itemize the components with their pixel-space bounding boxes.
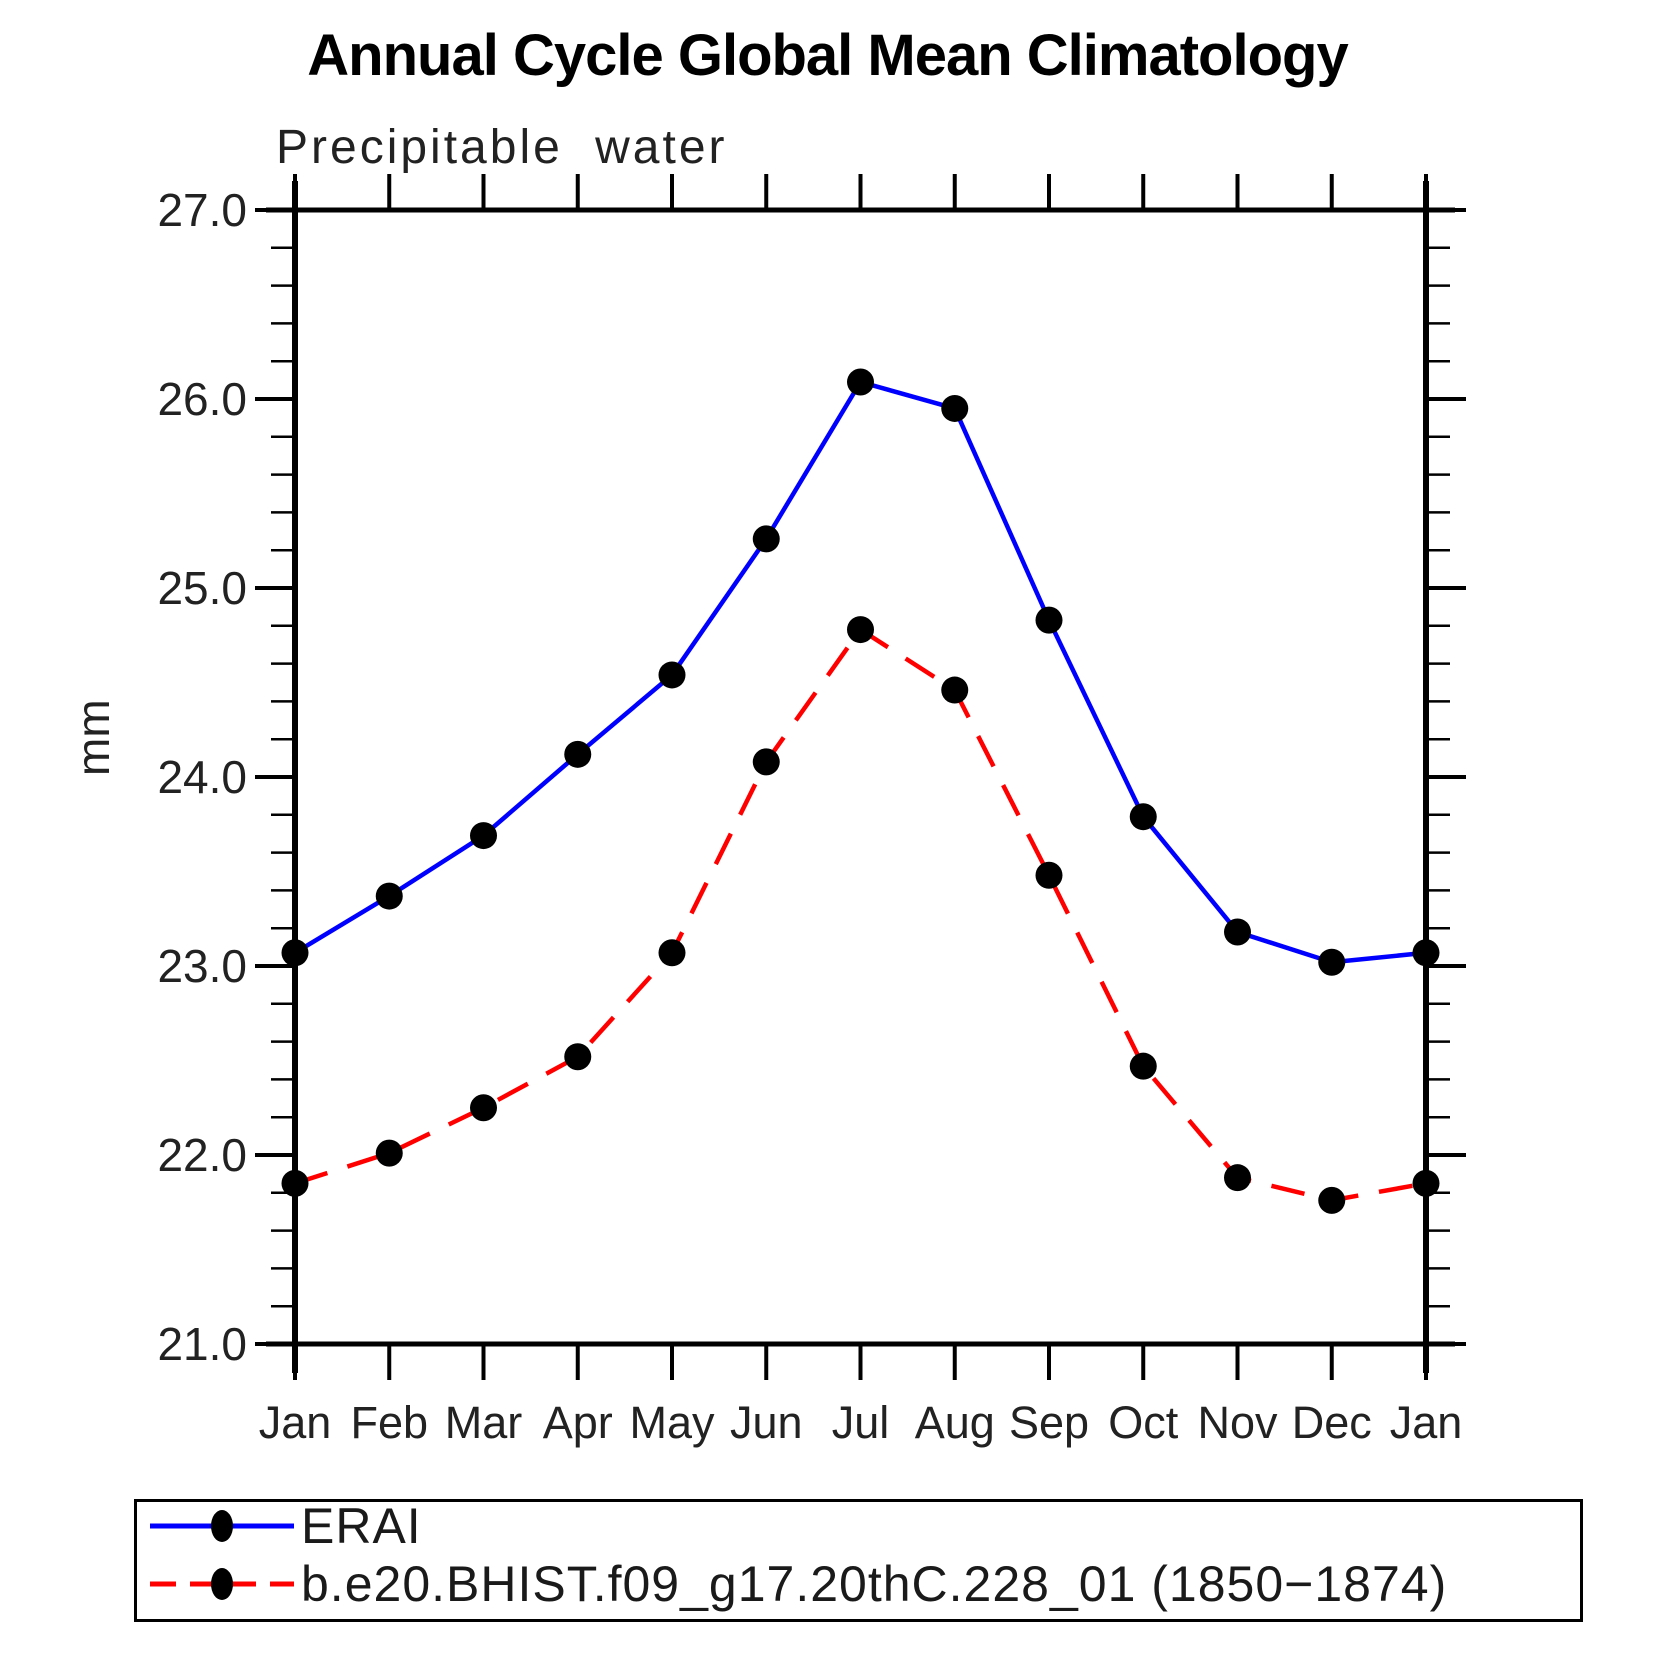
data-point-marker	[1224, 1164, 1251, 1192]
chart-subtitle: Precipitable water	[276, 121, 728, 174]
data-point-marker	[281, 1169, 309, 1197]
data-point-marker	[847, 368, 874, 396]
data-point-marker	[941, 394, 969, 422]
data-point-marker	[1035, 861, 1063, 889]
data-point-marker	[1318, 948, 1346, 976]
data-point-marker	[1412, 1169, 1440, 1197]
page-title: Annual Cycle Global Mean Climatology	[307, 23, 1348, 88]
legend-swatch-model	[150, 1568, 294, 1600]
legend-swatch-erai	[150, 1510, 294, 1542]
data-point-marker	[470, 1094, 497, 1122]
legend-entry-erai: ERAI	[147, 1498, 422, 1554]
data-point-marker	[1224, 918, 1251, 946]
data-point-marker	[752, 525, 780, 553]
y-axis-tick-label: 27.0	[157, 184, 247, 236]
data-point-marker	[1129, 803, 1157, 831]
y-axis-tick-label: 21.0	[157, 1318, 247, 1370]
data-point-marker	[375, 882, 403, 910]
data-point-marker	[752, 748, 780, 776]
data-point-marker	[941, 676, 969, 704]
x-axis-tick-label: Feb	[350, 1397, 428, 1448]
x-axis-tick-label: Jan	[259, 1397, 332, 1448]
x-axis-tick-label: Oct	[1108, 1397, 1179, 1448]
data-point-marker	[847, 616, 874, 644]
data-point-marker	[375, 1139, 403, 1167]
x-axis-tick-label: May	[629, 1397, 715, 1448]
legend-entry-model: b.e20.BHIST.f09_g17.20thC.228_01 (1850−1…	[147, 1556, 1447, 1612]
legend-box: ERAI b.e20.BHIST.f09_g17.20thC.228_01 (1…	[134, 1498, 1583, 1622]
x-axis-tick-label: Aug	[915, 1397, 995, 1448]
y-axis-tick-label: 26.0	[157, 373, 247, 425]
x-axis-tick-label: Nov	[1197, 1397, 1278, 1448]
y-axis-tick-label: 24.0	[157, 751, 247, 803]
x-axis-tick-label: Jul	[832, 1397, 890, 1448]
legend-marker-icon	[211, 1568, 233, 1600]
data-point-marker	[470, 822, 497, 850]
x-axis-tick-label: Dec	[1292, 1397, 1372, 1448]
data-point-marker	[281, 939, 309, 967]
series-line-erai	[293, 379, 1427, 965]
x-axis-tick-label: Jun	[730, 1397, 803, 1448]
data-point-marker	[1412, 939, 1440, 967]
x-axis-tick-label: Jan	[1390, 1397, 1463, 1448]
x-axis-tick-label: Apr	[543, 1397, 613, 1448]
x-axis-tick-label: Sep	[1009, 1397, 1089, 1448]
legend-label-model: b.e20.BHIST.f09_g17.20thC.228_01 (1850−1…	[301, 1556, 1448, 1612]
y-axis-tick-label: 25.0	[157, 562, 247, 614]
data-point-marker	[564, 1043, 592, 1071]
y-axis-tick-label: 22.0	[157, 1129, 247, 1181]
legend-label-erai: ERAI	[301, 1498, 422, 1554]
data-point-marker	[1035, 606, 1063, 634]
data-point-marker	[1129, 1052, 1157, 1080]
data-point-marker	[1318, 1186, 1346, 1214]
y-axis-tick-label: 23.0	[157, 940, 247, 992]
x-axis-tick-label: Mar	[445, 1397, 523, 1448]
data-point-marker	[658, 661, 686, 689]
data-point-marker	[564, 740, 592, 768]
series-line-model	[294, 627, 1427, 1203]
data-point-marker	[658, 939, 686, 967]
legend-marker-icon	[211, 1510, 233, 1542]
